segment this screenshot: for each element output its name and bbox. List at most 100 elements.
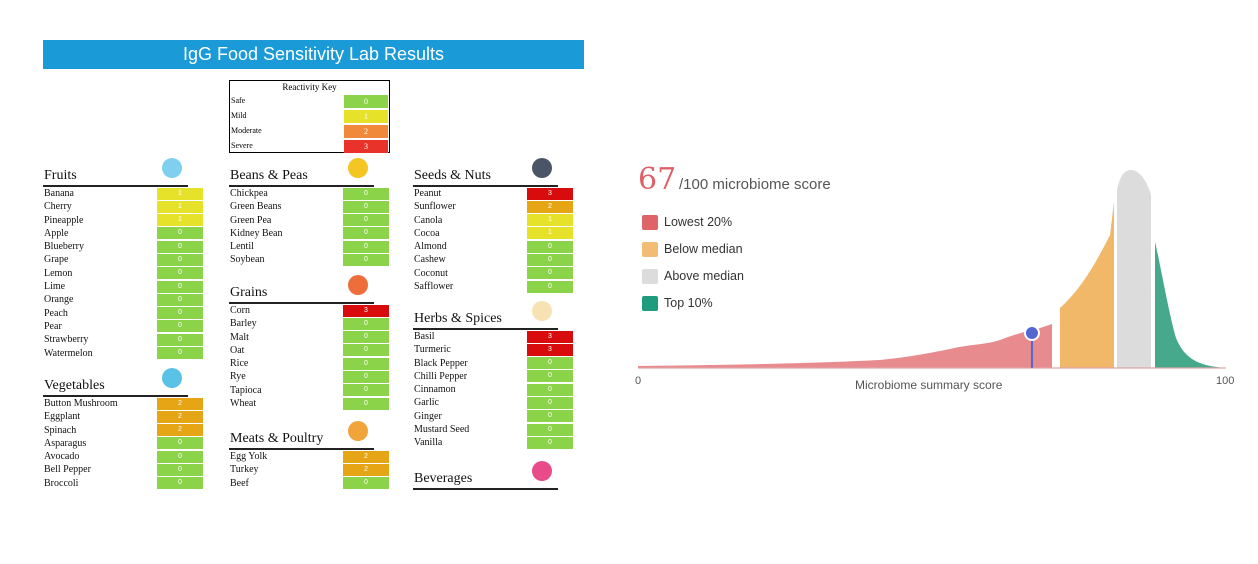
reactivity-value: 0 (343, 240, 389, 253)
food-row: Coconut 0 (413, 267, 573, 280)
reactivity-value: 0 (527, 383, 573, 396)
food-row: Sunflower 2 (413, 200, 573, 213)
food-name: Vanilla (414, 437, 443, 449)
distribution-below-median-area (1060, 202, 1114, 368)
food-row: Cocoa 1 (413, 227, 573, 240)
reactivity-value: 0 (527, 370, 573, 383)
food-name: Apple (44, 227, 69, 239)
peas-icon (348, 158, 368, 178)
reactivity-value: 0 (157, 307, 203, 320)
key-row-mild: Mild 1 (230, 109, 389, 124)
food-row: Ginger 0 (413, 410, 573, 423)
food-row: Watermelon 0 (43, 347, 203, 360)
food-row: Soybean 0 (229, 253, 389, 266)
food-row: Button Mushroom 2 (43, 397, 203, 410)
food-row: Lime 0 (43, 280, 203, 293)
food-row: Strawberry 0 (43, 333, 203, 346)
axis-min-label: 0 (635, 375, 642, 387)
reactivity-value: 0 (157, 333, 203, 346)
category-herbs-spices: Herbs & Spices Basil 3 Turmeric 3 Black Peppe… (413, 301, 573, 450)
food-name: Beef (230, 477, 249, 489)
food-name: Corn (230, 305, 250, 316)
category-fruits: Fruits Banana 1 Cherry 1 Pineapple 1 Apple 0 Blue… (43, 158, 203, 360)
reactivity-value: 0 (157, 450, 203, 463)
legend-label: Lowest 20% (664, 215, 733, 229)
legend-swatch (642, 215, 658, 230)
food-row: Corn 3 (229, 304, 389, 317)
reactivity-value: 0 (343, 370, 389, 383)
category-header: Herbs & Spices (413, 301, 558, 330)
food-name: Cocoa (414, 227, 440, 239)
food-name: Lentil (230, 241, 254, 253)
food-row: Oat 0 (229, 344, 389, 357)
reactivity-value: 0 (157, 347, 203, 360)
food-name: Eggplant (44, 411, 81, 423)
food-row: Pineapple 1 (43, 214, 203, 227)
food-name: Almond (414, 241, 447, 253)
category-seeds-nuts: Seeds & Nuts Peanut 3 Sunflower 2 Canola 1 Coco… (413, 158, 573, 293)
reactivity-value: 2 (157, 410, 203, 423)
food-name: Avocado (44, 451, 80, 463)
key-label: Severe (231, 141, 253, 150)
score-marker (1023, 325, 1040, 341)
food-name: Turkey (230, 464, 259, 476)
key-value: 2 (344, 125, 388, 138)
food-name: Bell Pepper (44, 464, 91, 476)
food-name: Grape (44, 254, 69, 266)
food-row: Tapioca 0 (229, 384, 389, 397)
food-name: Chilli Pepper (414, 370, 468, 382)
drumstick-icon (348, 421, 368, 441)
food-row: Grape 0 (43, 253, 203, 266)
reactivity-value: 0 (157, 320, 203, 333)
apple-icon (162, 158, 182, 178)
reactivity-value: 0 (343, 384, 389, 397)
food-name: Blueberry (44, 241, 84, 253)
reactivity-value: 0 (527, 396, 573, 409)
key-value: 1 (344, 110, 388, 123)
food-row: Lentil 0 (229, 240, 389, 253)
reactivity-key-title: Reactivity Key (282, 82, 337, 92)
key-row-moderate: Moderate 2 (230, 124, 389, 139)
food-name: Malt (230, 331, 249, 343)
reactivity-value: 0 (343, 227, 389, 240)
reactivity-value: 3 (343, 304, 389, 317)
food-row: Black Pepper 0 (413, 357, 573, 370)
category-grains: Grains Corn 3 Barley 0 Malt 0 Oat 0 Rice 0 Rye 0 Tapi… (229, 275, 389, 410)
food-name: Pineapple (44, 214, 84, 226)
food-row: Canola 1 (413, 214, 573, 227)
food-name: Wheat (230, 398, 257, 410)
reactivity-value: 0 (527, 253, 573, 266)
reactivity-value: 0 (527, 436, 573, 449)
legend-swatch (642, 296, 658, 311)
reactivity-value: 3 (527, 330, 573, 343)
wheat-icon (348, 275, 368, 295)
reactivity-value: 0 (527, 240, 573, 253)
cup-icon (532, 461, 552, 481)
food-name: Peanut (414, 188, 442, 199)
food-name: Tapioca (230, 384, 262, 396)
category-header: Vegetables (43, 368, 188, 397)
food-name: Banana (44, 188, 74, 199)
food-row: Avocado 0 (43, 450, 203, 463)
food-row: Orange 0 (43, 293, 203, 306)
key-label: Mild (231, 111, 247, 120)
reactivity-value: 0 (527, 280, 573, 293)
food-row: Beef 0 (229, 477, 389, 490)
food-name: Safflower (414, 281, 454, 293)
microbiome-distribution-chart (638, 170, 1226, 369)
food-row: Peanut 3 (413, 187, 573, 200)
reactivity-key: Reactivity Key Safe 0 Mild 1 Moderate 2 Severe… (229, 80, 390, 153)
food-name: Black Pepper (414, 357, 468, 369)
food-row: Cherry 1 (43, 200, 203, 213)
food-row: Asparagus 0 (43, 437, 203, 450)
key-row-safe: Safe 0 (230, 94, 389, 109)
key-label: Moderate (231, 126, 262, 135)
reactivity-value: 0 (343, 331, 389, 344)
food-name: Strawberry (44, 334, 89, 346)
food-row: Garlic 0 (413, 396, 573, 409)
reactivity-value: 2 (343, 463, 389, 476)
food-row: Eggplant 2 (43, 410, 203, 423)
category-title: Herbs & Spices (414, 311, 502, 326)
food-name: Orange (44, 294, 74, 306)
category-header: Meats & Poultry (229, 421, 374, 450)
